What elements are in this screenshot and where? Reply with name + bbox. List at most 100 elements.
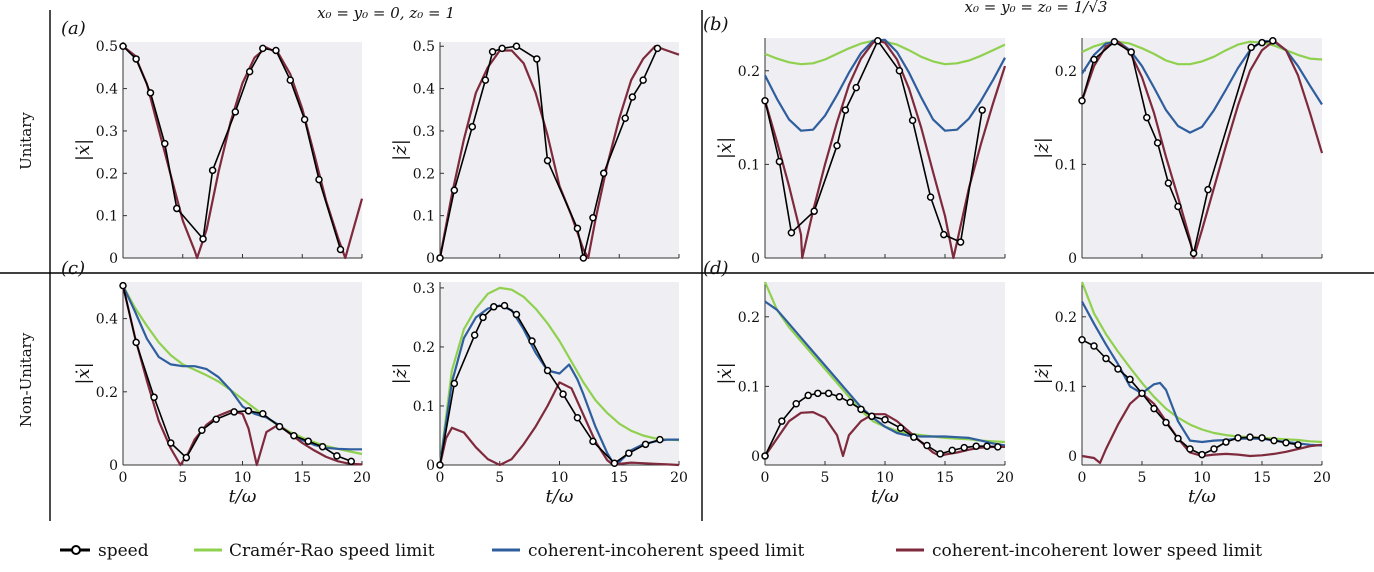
- x-axis-label: t/ω: [1188, 486, 1216, 507]
- speed-marker: [908, 116, 917, 125]
- speed-marker: [846, 398, 854, 407]
- speed-marker: [1186, 445, 1194, 453]
- speed-marker: [150, 393, 158, 402]
- speed-marker: [450, 186, 459, 194]
- legend: speed Cramér-Rao speed limit coherent-in…: [60, 541, 1262, 561]
- x-axis-label: t/ω: [546, 486, 574, 507]
- speed-marker: [533, 55, 541, 63]
- speed-marker: [272, 46, 280, 55]
- speed-marker: [1189, 249, 1198, 258]
- x-tick-label: 0: [436, 470, 445, 486]
- y-tick-label: 0.1: [413, 209, 435, 225]
- y-tick-label: 0: [751, 251, 760, 267]
- speed-marker: [874, 37, 882, 45]
- speed-marker: [1138, 389, 1146, 398]
- panel-label: (a): [61, 18, 86, 39]
- speed-marker: [1153, 139, 1162, 147]
- speed-marker: [119, 42, 127, 50]
- x-tick-label: 15: [1253, 470, 1271, 486]
- speed-marker: [653, 44, 662, 53]
- speed-marker: [259, 410, 267, 418]
- speed-marker: [610, 459, 619, 467]
- speed-marker: [983, 442, 991, 450]
- speed-marker: [208, 166, 217, 175]
- y-tick-label: 0: [1068, 251, 1077, 267]
- speed-marker: [1126, 375, 1134, 384]
- y-tick-label: 0.3: [96, 124, 118, 140]
- y-tick-label: 0.1: [1055, 379, 1077, 395]
- speed-marker: [336, 245, 345, 254]
- speed-marker: [1174, 202, 1182, 211]
- x-tick-label: 15: [610, 470, 628, 486]
- speed-marker: [1247, 43, 1255, 52]
- speed-marker: [910, 433, 918, 441]
- x-tick-label: 10: [876, 470, 894, 486]
- panel-label: (c): [61, 258, 85, 279]
- speed-marker: [290, 431, 298, 440]
- speed-marker: [1270, 436, 1278, 445]
- x-tick-label: 5: [1138, 470, 1147, 486]
- speed-marker: [778, 417, 786, 425]
- speed-marker: [835, 393, 844, 401]
- speed-marker: [512, 42, 521, 50]
- y-tick-label: 0.1: [413, 399, 435, 415]
- speed-marker: [761, 96, 769, 105]
- speed-marker: [978, 106, 986, 114]
- speed-marker: [481, 76, 490, 84]
- speed-marker: [814, 389, 822, 398]
- speed-marker: [1174, 434, 1182, 443]
- panel-5: 0 0.2 0.4 0 5 10 15 20 t/ω |ẋ| (c): [61, 258, 371, 507]
- y-axis-label: |ẋ|: [73, 362, 94, 384]
- speed-marker: [500, 301, 509, 310]
- x-tick-label: 20: [353, 470, 371, 486]
- speed-marker: [926, 193, 935, 201]
- speed-marker: [146, 89, 155, 97]
- speed-marker: [994, 443, 1002, 451]
- speed-marker: [761, 452, 769, 460]
- column-a-title: x₀ = y₀ = 0, z₀ = 1: [317, 4, 455, 22]
- speed-marker: [1282, 438, 1290, 447]
- x-tick-label: 20: [996, 470, 1014, 486]
- panels: 0 0.1 0.2 0.3 0.4 0.5 |ẋ| (a) 0 0.1 0.2 0.3 0.4 0.5 |ż…: [61, 14, 1331, 507]
- panel-4: 0 0.1 0.2 |ż|: [1032, 37, 1324, 267]
- y-tick-label: 0.2: [738, 310, 760, 326]
- speed-marker: [528, 337, 536, 345]
- speed-marker: [231, 108, 240, 116]
- y-axis-label: |ẋ|: [715, 137, 736, 159]
- y-tick-label: 0.4: [413, 82, 435, 98]
- plot-area: [765, 38, 1005, 258]
- y-tick-label: 0.4: [96, 312, 118, 328]
- speed-marker: [573, 224, 582, 233]
- speed-marker: [1090, 342, 1098, 350]
- speed-marker: [895, 67, 904, 75]
- x-tick-label: 0: [761, 470, 770, 486]
- speed-marker: [589, 214, 597, 222]
- speed-marker: [1204, 185, 1212, 194]
- speed-marker: [852, 83, 860, 92]
- x-tick-label: 5: [495, 470, 504, 486]
- series-line-coherent-incoherent-lower-speed-limit: [1081, 392, 1323, 464]
- speed-marker: [628, 93, 637, 101]
- y-tick-label: 0: [751, 449, 760, 465]
- speed-marker: [132, 338, 140, 347]
- legend-item-lower-limit: coherent-incoherent lower speed limit: [896, 541, 1262, 561]
- y-tick-label: 0: [109, 251, 118, 267]
- panel-6: 0 0.1 0.2 0.3 0 5 10 15 20 t/ω |ż|: [390, 281, 688, 507]
- speed-marker: [132, 55, 140, 63]
- speed-marker: [333, 452, 341, 460]
- panel-1: 0 0.1 0.2 0.3 0.4 0.5 |ẋ| (a): [61, 18, 364, 267]
- speed-marker: [1234, 434, 1242, 442]
- speed-marker: [470, 331, 479, 339]
- legend-label-speed: speed: [98, 541, 149, 561]
- y-axis-label: |ż|: [1032, 363, 1053, 385]
- plot-area: [123, 42, 362, 258]
- y-tick-label: 0.5: [96, 39, 118, 55]
- y-tick-label: 0: [426, 251, 435, 267]
- y-tick-label: 0.1: [96, 209, 118, 225]
- plot-area: [765, 282, 1005, 465]
- speed-marker: [896, 424, 905, 432]
- speed-marker: [512, 310, 521, 319]
- y-axis-label: |ż|: [390, 363, 411, 385]
- speed-marker: [1164, 179, 1173, 187]
